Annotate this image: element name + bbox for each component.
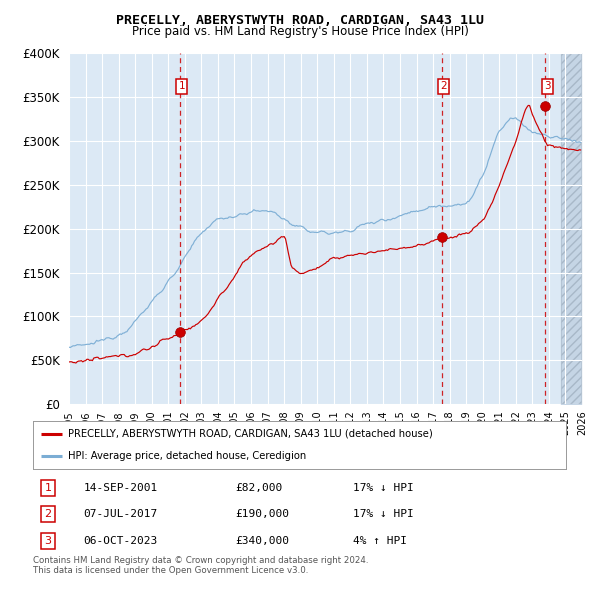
- Text: 3: 3: [544, 81, 550, 91]
- Text: 3: 3: [44, 536, 52, 546]
- Text: 2: 2: [44, 509, 52, 519]
- Text: This data is licensed under the Open Government Licence v3.0.: This data is licensed under the Open Gov…: [33, 566, 308, 575]
- Text: £190,000: £190,000: [235, 509, 289, 519]
- Text: PRECELLY, ABERYSTWYTH ROAD, CARDIGAN, SA43 1LU (detached house): PRECELLY, ABERYSTWYTH ROAD, CARDIGAN, SA…: [68, 429, 433, 439]
- Text: 4% ↑ HPI: 4% ↑ HPI: [353, 536, 407, 546]
- Text: 1: 1: [178, 81, 185, 91]
- Text: Price paid vs. HM Land Registry's House Price Index (HPI): Price paid vs. HM Land Registry's House …: [131, 25, 469, 38]
- Text: 17% ↓ HPI: 17% ↓ HPI: [353, 483, 413, 493]
- Text: Contains HM Land Registry data © Crown copyright and database right 2024.: Contains HM Land Registry data © Crown c…: [33, 556, 368, 565]
- Text: £340,000: £340,000: [235, 536, 289, 546]
- Text: 14-SEP-2001: 14-SEP-2001: [83, 483, 158, 493]
- Text: £82,000: £82,000: [235, 483, 283, 493]
- Text: 2: 2: [440, 81, 447, 91]
- Text: PRECELLY, ABERYSTWYTH ROAD, CARDIGAN, SA43 1LU: PRECELLY, ABERYSTWYTH ROAD, CARDIGAN, SA…: [116, 14, 484, 27]
- Text: 07-JUL-2017: 07-JUL-2017: [83, 509, 158, 519]
- Text: 17% ↓ HPI: 17% ↓ HPI: [353, 509, 413, 519]
- Text: 06-OCT-2023: 06-OCT-2023: [83, 536, 158, 546]
- Text: 1: 1: [44, 483, 52, 493]
- Text: HPI: Average price, detached house, Ceredigion: HPI: Average price, detached house, Cere…: [68, 451, 306, 461]
